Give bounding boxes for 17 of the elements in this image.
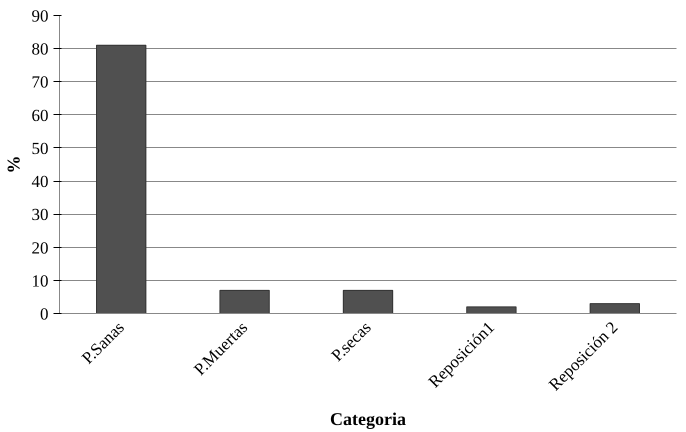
y-tick-label: 50: [32, 138, 48, 158]
y-tick-label: 30: [32, 205, 48, 224]
y-axis-title: %: [4, 156, 24, 174]
y-tick-label: 80: [32, 40, 48, 59]
bar: [342, 290, 394, 314]
bar: [466, 306, 517, 314]
y-tick-label: 0: [40, 304, 48, 324]
y-tick-label: 70: [32, 72, 48, 92]
x-axis-title: Categoria: [330, 409, 406, 430]
y-tick-label: 90: [32, 6, 48, 26]
bar: [96, 44, 146, 314]
y-tick-label: 20: [32, 238, 48, 258]
y-tick-label: 10: [32, 271, 48, 290]
bar: [219, 290, 270, 314]
y-tick-label: 60: [32, 106, 48, 125]
y-tick-label: 40: [32, 172, 48, 192]
bar: [590, 303, 640, 314]
